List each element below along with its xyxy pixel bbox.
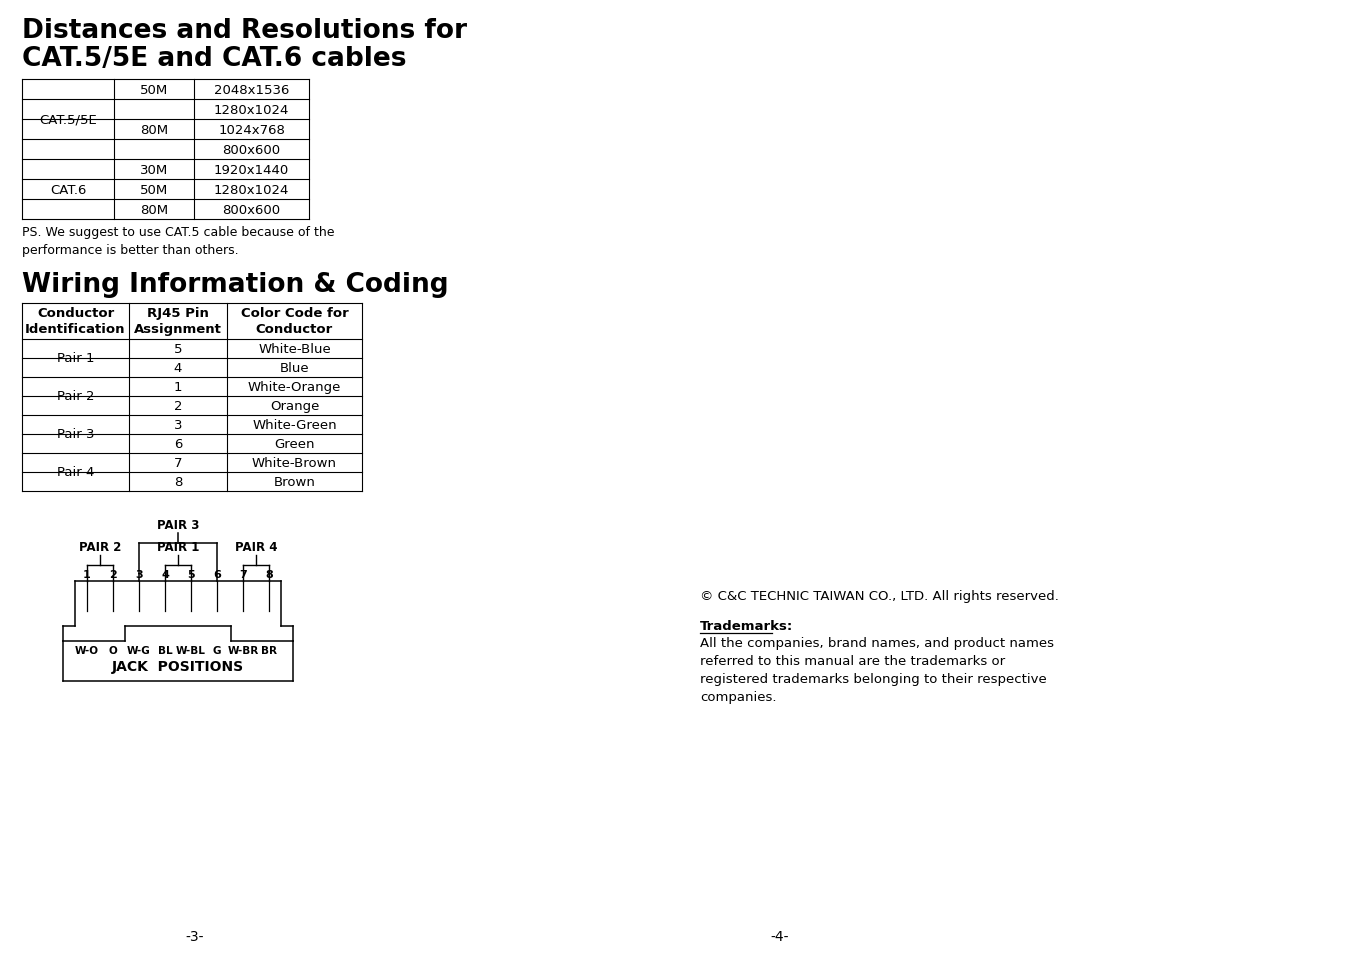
Text: 1: 1 [174,380,182,394]
Text: 5: 5 [174,343,182,355]
Text: 7: 7 [239,569,247,579]
Text: 4: 4 [161,569,169,579]
Text: 2: 2 [109,569,117,579]
Text: 80M: 80M [140,203,167,216]
Text: 3: 3 [135,569,143,579]
Text: All the companies, brand names, and product names
referred to this manual are th: All the companies, brand names, and prod… [701,637,1054,703]
Text: Wiring Information & Coding: Wiring Information & Coding [22,272,448,297]
Text: Distances and Resolutions for: Distances and Resolutions for [22,18,467,44]
Text: W-O: W-O [76,645,99,656]
Text: 1: 1 [84,569,90,579]
Text: G: G [213,645,221,656]
Text: Conductor
Identification: Conductor Identification [26,307,126,336]
Text: CAT.5/5E and CAT.6 cables: CAT.5/5E and CAT.6 cables [22,46,406,71]
Text: 1280x1024: 1280x1024 [213,183,289,196]
Text: RJ45 Pin
Assignment: RJ45 Pin Assignment [134,307,221,336]
Text: 80M: 80M [140,123,167,136]
Text: 4: 4 [174,361,182,375]
Text: 3: 3 [174,418,182,432]
Text: 2: 2 [174,399,182,413]
Text: -3-: -3- [186,929,204,943]
Text: O: O [108,645,117,656]
Text: Blue: Blue [279,361,309,375]
Text: 8: 8 [265,569,273,579]
Text: 1280x1024: 1280x1024 [213,103,289,116]
Text: White-Green: White-Green [252,418,336,432]
Text: PS. We suggest to use CAT.5 cable because of the
performance is better than othe: PS. We suggest to use CAT.5 cable becaus… [22,226,335,256]
Text: White-Blue: White-Blue [258,343,331,355]
Text: © C&C TECHNIC TAIWAN CO., LTD. All rights reserved.: © C&C TECHNIC TAIWAN CO., LTD. All right… [701,589,1058,602]
Text: 800x600: 800x600 [223,143,281,156]
Text: 1024x768: 1024x768 [219,123,285,136]
Text: PAIR 2: PAIR 2 [78,540,121,554]
Text: 6: 6 [213,569,221,579]
Text: W-BL: W-BL [176,645,207,656]
Text: 6: 6 [174,437,182,451]
Text: Brown: Brown [274,476,316,489]
Text: Pair 2: Pair 2 [57,390,94,403]
Text: CAT.5/5E: CAT.5/5E [39,113,97,127]
Text: Color Code for
Conductor: Color Code for Conductor [240,307,348,336]
Text: W-G: W-G [127,645,151,656]
Text: 8: 8 [174,476,182,489]
Text: 30M: 30M [140,163,169,176]
Text: 2048x1536: 2048x1536 [213,84,289,96]
Text: Trademarks:: Trademarks: [701,619,794,633]
Text: 800x600: 800x600 [223,203,281,216]
Text: Green: Green [274,437,315,451]
Text: CAT.6: CAT.6 [50,183,86,196]
Text: Pair 4: Pair 4 [57,466,94,479]
Text: Pair 3: Pair 3 [57,428,94,441]
Text: 1920x1440: 1920x1440 [213,163,289,176]
Text: JACK  POSITIONS: JACK POSITIONS [112,659,244,673]
Text: PAIR 3: PAIR 3 [157,518,200,532]
Text: W-BR: W-BR [227,645,259,656]
Text: 7: 7 [174,456,182,470]
Text: -4-: -4- [771,929,790,943]
Text: 50M: 50M [140,84,169,96]
Text: PAIR 1: PAIR 1 [157,540,200,554]
Text: Pair 1: Pair 1 [57,352,94,365]
Text: PAIR 4: PAIR 4 [235,540,277,554]
Text: White-Orange: White-Orange [248,380,342,394]
Text: Orange: Orange [270,399,319,413]
Text: 50M: 50M [140,183,169,196]
Text: BL: BL [158,645,173,656]
Text: White-Brown: White-Brown [252,456,338,470]
Text: BR: BR [261,645,277,656]
Text: 5: 5 [188,569,194,579]
